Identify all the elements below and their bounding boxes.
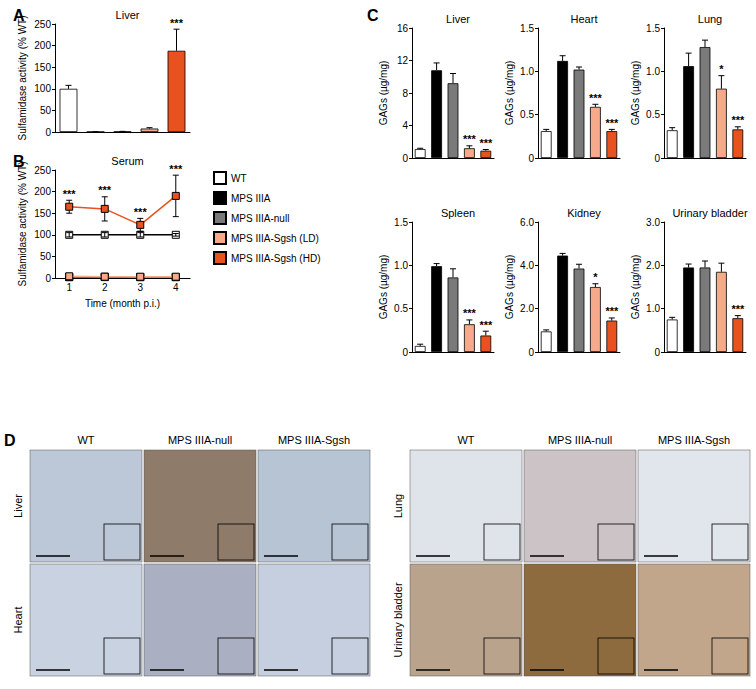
svg-text:***: *** (479, 137, 493, 149)
svg-text:Sulfamidase activity (% WT): Sulfamidase activity (% WT) (17, 161, 28, 286)
svg-text:MPS IIIA-null: MPS IIIA-null (231, 213, 289, 224)
svg-text:2: 2 (102, 282, 108, 293)
svg-text:1.0: 1.0 (394, 260, 408, 271)
svg-text:1.5: 1.5 (646, 23, 660, 34)
svg-text:MPS IIIA-Sgsh: MPS IIIA-Sgsh (658, 434, 730, 446)
svg-text:WT: WT (77, 434, 94, 446)
svg-text:0.5: 0.5 (646, 109, 660, 120)
svg-text:8: 8 (402, 88, 408, 99)
svg-text:MPS IIIA-Sgsh (LD): MPS IIIA-Sgsh (LD) (231, 233, 319, 244)
svg-text:WT: WT (457, 434, 474, 446)
svg-text:12: 12 (397, 55, 409, 66)
svg-text:1.5: 1.5 (394, 217, 408, 228)
svg-text:***: *** (605, 117, 619, 129)
svg-text:2.0: 2.0 (520, 303, 534, 314)
svg-text:0.5: 0.5 (394, 303, 408, 314)
svg-text:1.0: 1.0 (646, 303, 660, 314)
svg-text:***: *** (605, 305, 619, 317)
svg-text:0: 0 (402, 347, 408, 358)
svg-text:100: 100 (34, 83, 51, 94)
svg-text:***: *** (589, 92, 603, 104)
svg-text:0: 0 (402, 153, 408, 164)
svg-text:Time (month p.i.): Time (month p.i.) (85, 298, 160, 309)
svg-text:2.0: 2.0 (646, 260, 660, 271)
svg-text:MPS IIIA: MPS IIIA (231, 193, 271, 204)
svg-text:3.0: 3.0 (646, 217, 660, 228)
svg-text:***: *** (169, 163, 183, 175)
svg-text:WT: WT (231, 173, 247, 184)
svg-text:***: *** (463, 307, 477, 319)
svg-text:***: *** (731, 114, 745, 126)
svg-text:B: B (13, 153, 25, 170)
svg-text:***: *** (731, 303, 745, 315)
svg-text:C: C (367, 7, 379, 24)
svg-text:150: 150 (34, 62, 51, 73)
svg-text:Urinary bladder: Urinary bladder (392, 582, 404, 658)
svg-text:Liver: Liver (446, 13, 470, 25)
svg-text:Heart: Heart (12, 607, 24, 634)
svg-text:Liver: Liver (12, 494, 24, 518)
svg-text:Serum: Serum (111, 155, 143, 167)
svg-text:200: 200 (34, 186, 51, 197)
svg-text:MPS IIIA-null: MPS IIIA-null (168, 434, 232, 446)
svg-text:16: 16 (397, 23, 409, 34)
svg-text:***: *** (63, 188, 77, 200)
svg-text:***: *** (463, 133, 477, 145)
svg-text:200: 200 (34, 40, 51, 51)
svg-text:100: 100 (34, 229, 51, 240)
svg-text:0.5: 0.5 (520, 109, 534, 120)
svg-text:1.5: 1.5 (520, 23, 534, 34)
svg-text:A: A (13, 7, 25, 24)
svg-text:50: 50 (40, 251, 52, 262)
svg-text:0: 0 (654, 153, 660, 164)
svg-text:GAGs (µg/mg): GAGs (µg/mg) (504, 255, 515, 320)
svg-text:MPS IIIA-Sgsh (HD): MPS IIIA-Sgsh (HD) (231, 253, 320, 264)
svg-text:0: 0 (528, 153, 534, 164)
svg-text:4.0: 4.0 (520, 260, 534, 271)
svg-text:***: *** (170, 17, 184, 29)
svg-text:Liver: Liver (116, 9, 140, 21)
svg-text:*: * (593, 271, 598, 283)
svg-text:3: 3 (137, 282, 143, 293)
svg-text:MPS IIIA-null: MPS IIIA-null (548, 434, 612, 446)
svg-text:***: *** (134, 206, 148, 218)
svg-text:***: *** (98, 184, 112, 196)
svg-text:Spleen: Spleen (441, 207, 475, 219)
svg-text:0: 0 (654, 347, 660, 358)
svg-text:0: 0 (45, 273, 51, 284)
svg-text:6.0: 6.0 (520, 217, 534, 228)
svg-text:50: 50 (40, 105, 52, 116)
svg-text:0: 0 (528, 347, 534, 358)
svg-text:Lung: Lung (392, 494, 404, 518)
svg-text:250: 250 (34, 165, 51, 176)
svg-text:0: 0 (45, 127, 51, 138)
svg-text:150: 150 (34, 208, 51, 219)
svg-text:GAGs (µg/mg): GAGs (µg/mg) (378, 255, 389, 320)
svg-text:MPS IIIA-Sgsh: MPS IIIA-Sgsh (278, 434, 350, 446)
svg-text:***: *** (479, 319, 493, 331)
svg-text:1.0: 1.0 (646, 66, 660, 77)
svg-text:1: 1 (66, 282, 72, 293)
svg-text:Sulfamidase activity (% WT): Sulfamidase activity (% WT) (17, 15, 28, 140)
svg-text:4: 4 (173, 282, 179, 293)
svg-text:1.0: 1.0 (520, 66, 534, 77)
svg-text:GAGs (µg/mg): GAGs (µg/mg) (630, 61, 641, 126)
svg-text:Lung: Lung (698, 13, 722, 25)
svg-text:GAGs (µg/mg): GAGs (µg/mg) (630, 255, 641, 320)
svg-text:GAGs (µg/mg): GAGs (µg/mg) (378, 61, 389, 126)
svg-text:*: * (719, 63, 724, 75)
svg-text:Heart: Heart (571, 13, 598, 25)
svg-text:Urinary bladder: Urinary bladder (672, 207, 748, 219)
svg-text:D: D (4, 432, 16, 449)
svg-text:GAGs (µg/mg): GAGs (µg/mg) (504, 61, 515, 126)
svg-text:250: 250 (34, 19, 51, 30)
svg-text:Kidney: Kidney (567, 207, 601, 219)
svg-text:4: 4 (402, 120, 408, 131)
